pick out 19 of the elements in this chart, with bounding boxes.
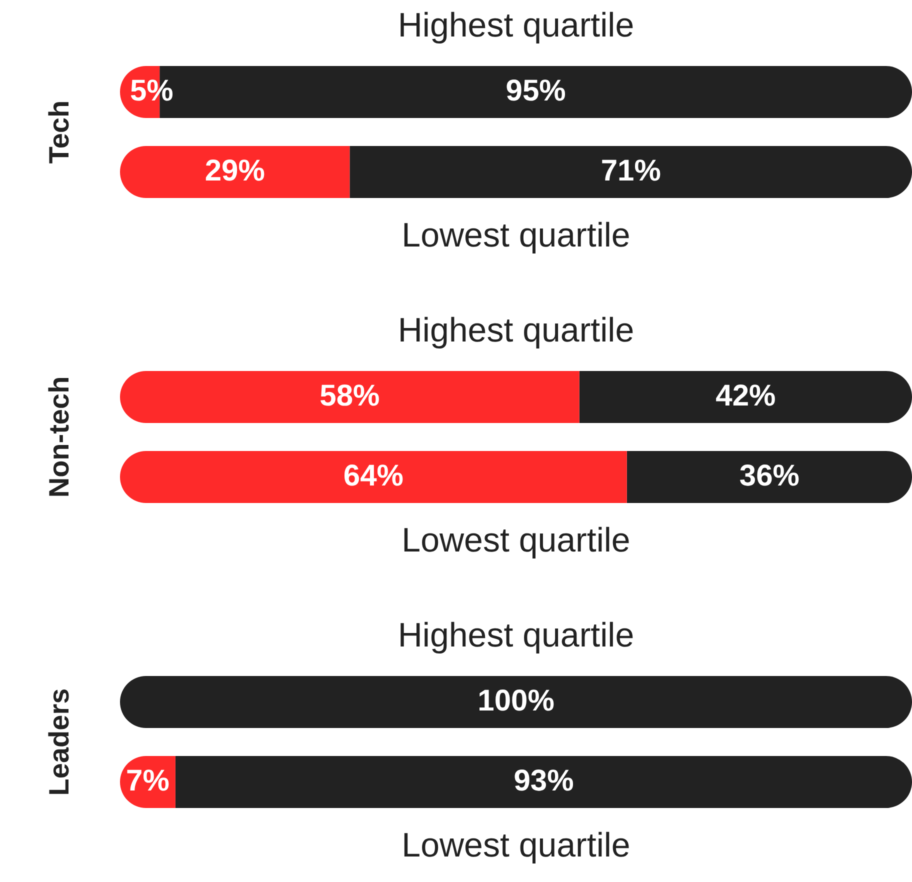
data-label: 95% [506, 74, 566, 108]
data-label: 100% [478, 684, 554, 718]
y-axis-title: Tech [44, 100, 75, 164]
y-tick-label: Lowest quartile [402, 521, 630, 560]
y-tick-label: Lowest quartile [402, 216, 630, 254]
y-tick-label: Lowest quartile [402, 826, 630, 864]
data-label: 29% [204, 154, 265, 188]
data-label: 71% [600, 154, 661, 188]
data-label: 93% [514, 764, 574, 798]
y-axis-title: Leaders [44, 688, 75, 796]
data-label: 36% [739, 459, 800, 492]
y-tick-label: Highest quartile [398, 616, 634, 654]
y-tick-label: Highest quartile [398, 6, 634, 44]
data-label: 64% [343, 459, 404, 492]
data-label: 58% [320, 379, 380, 412]
y-axis-title: Non-tech [44, 376, 75, 498]
data-label: 42% [716, 379, 776, 412]
y-tick-label: Highest quartile [398, 311, 634, 350]
data-label: 7% [126, 764, 170, 798]
